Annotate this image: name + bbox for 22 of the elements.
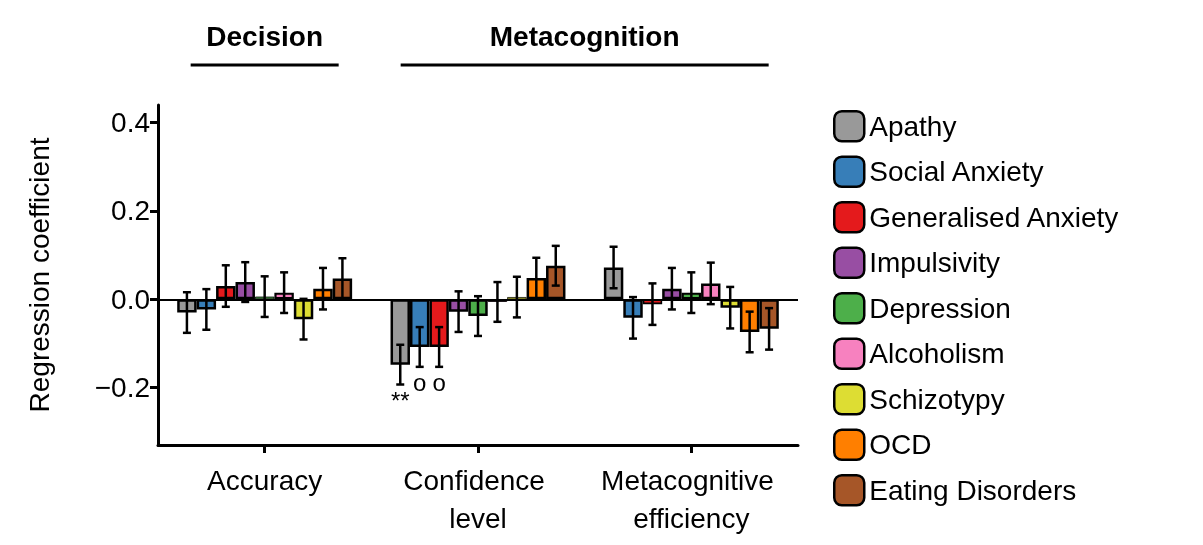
legend-label: Eating Disorders [869,474,1077,506]
legend-label: Generalised Anxiety [869,201,1119,233]
y-tick-label: 0.0 [111,283,150,315]
y-tick-label: 0.2 [111,195,150,227]
y-tick-label: 0.4 [111,107,150,139]
y-tick-label: −0.2 [94,372,150,404]
legend-label: Impulsivity [869,247,1000,279]
x-tick-label: Metacognitive efficiency [601,464,782,534]
legend-label: Depression [869,292,1011,324]
legend-label: Schizotypy [869,383,1005,415]
legend-label: Alcoholism [869,338,1005,370]
text: Decision [206,20,324,52]
x-tick-label: Accuracy [207,464,323,496]
y-axis-title: Regression coefficient [23,137,55,413]
legend-label: Social Anxiety [869,156,1044,188]
data-label: o [432,369,446,397]
data-label: ** [390,387,410,415]
data-label: o [413,369,427,397]
legend-label: Apathy [869,110,957,142]
x-tick-label: Confidence level [403,464,553,534]
legend-label: OCD [869,429,932,461]
text: Metacognition [489,20,680,52]
